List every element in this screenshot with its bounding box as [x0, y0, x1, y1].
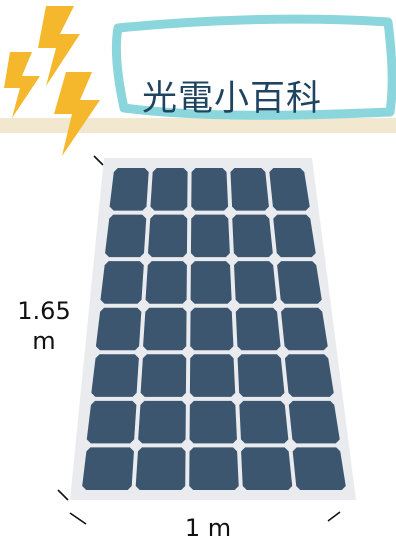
solar-cell — [100, 261, 144, 304]
corner-tick — [69, 512, 87, 525]
solar-cell — [138, 400, 186, 444]
solar-cell — [292, 447, 346, 490]
solar-cell — [135, 447, 186, 490]
solar-cell — [190, 307, 234, 351]
page-title: 光電小百科 — [142, 79, 323, 119]
height-unit: m — [32, 327, 56, 355]
width-dimension-label: 1 m — [184, 514, 232, 542]
solar-cell — [95, 307, 142, 351]
solar-cell — [143, 307, 187, 351]
solar-cell — [237, 354, 285, 397]
solar-cell — [281, 307, 328, 351]
solar-cell — [86, 400, 137, 444]
solar-cell — [140, 354, 187, 397]
solar-cell — [234, 261, 277, 304]
height-value: 1.65 — [17, 297, 71, 325]
solar-cell — [235, 307, 281, 351]
header-stripe — [0, 118, 396, 133]
solar-cell — [191, 168, 229, 211]
solar-cell — [190, 214, 230, 258]
solar-cell — [91, 354, 139, 397]
solar-cell — [150, 168, 188, 211]
solar-cell — [190, 261, 232, 304]
height-dimension-label: 1.65 m — [14, 296, 74, 356]
solar-cell — [288, 400, 340, 444]
solar-cell — [189, 354, 236, 397]
solar-cell — [105, 214, 147, 258]
solar-cell — [82, 447, 134, 490]
solar-cell — [241, 447, 293, 490]
solar-cell — [269, 168, 310, 211]
solar-cell — [277, 261, 322, 304]
panel-cells — [82, 168, 346, 490]
solar-cell — [284, 354, 334, 397]
solar-cell — [273, 214, 316, 258]
solar-cell — [109, 168, 149, 211]
solar-cell — [189, 447, 239, 490]
corner-tick — [93, 155, 104, 166]
solar-cell — [145, 261, 187, 304]
solar-cell — [239, 400, 289, 444]
lightning-bolt-icon — [4, 6, 100, 156]
solar-cell — [189, 400, 237, 444]
solar-cell — [147, 214, 188, 258]
corner-tick — [57, 489, 69, 501]
corner-tick — [327, 511, 341, 522]
solar-cell — [232, 214, 273, 258]
solar-cell — [230, 168, 269, 211]
